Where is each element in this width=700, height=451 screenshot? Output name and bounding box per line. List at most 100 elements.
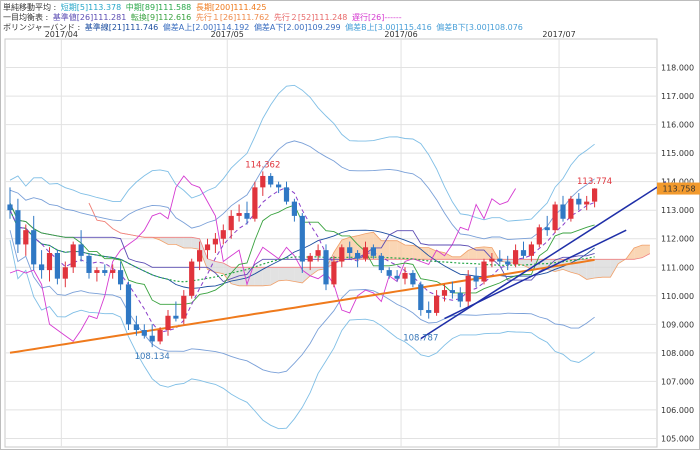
candle (592, 188, 598, 208)
x-month-label: 2017/07 (542, 30, 575, 39)
candle-body (46, 252, 53, 271)
candle-body (118, 270, 124, 285)
cloud-segment (563, 259, 571, 273)
candle (141, 324, 147, 339)
candle-body (276, 184, 282, 188)
legend-bb-b-down: 偏差B下[3.00]108.076 (436, 23, 523, 32)
y-tick-label: 109.000 (661, 320, 694, 329)
candle (181, 290, 187, 325)
candle (268, 173, 274, 188)
candle (94, 267, 100, 282)
cloud-segment (452, 256, 461, 260)
chikou-line (9, 175, 516, 343)
bollinger-band-2 (9, 230, 595, 374)
candle-body (386, 270, 392, 276)
candle-body (473, 275, 479, 282)
candle-body (481, 261, 487, 282)
price-annotation: 108.787 (403, 333, 438, 343)
candle (102, 264, 108, 276)
cloud-segment (160, 237, 168, 245)
legend-ichimoku-tenkan: 転換[9]112.616 (130, 13, 192, 22)
ma-short-line (9, 186, 595, 333)
x-month-label: 2017/04 (45, 30, 78, 39)
candle (173, 301, 179, 322)
candle (410, 270, 416, 288)
candle-body (449, 290, 455, 293)
candle (149, 324, 155, 348)
candle (394, 270, 400, 282)
candle (62, 261, 68, 288)
legend-ichimoku: 一目均衡表 : 基準値[26]111.281 転換[9]112.616 先行１[… (3, 13, 404, 23)
candle-body (355, 252, 361, 259)
candle-body (520, 250, 527, 256)
candle-body (157, 330, 163, 342)
candle (505, 255, 511, 271)
legend-bollinger: ボリンジャーバンド : 基準線[21]111.746 偏差A上[2.00]114… (3, 23, 525, 33)
candle (457, 287, 463, 308)
candle (355, 250, 361, 268)
plot-frame (4, 38, 658, 448)
candle-body (299, 215, 305, 262)
candle-body (7, 204, 13, 211)
candle (165, 310, 171, 336)
cloud-segment (523, 259, 532, 269)
y-tick-label: 107.000 (661, 377, 694, 386)
cloud-segment (468, 247, 477, 260)
cloud-segment (215, 261, 224, 274)
candle (576, 193, 582, 211)
candle-body (149, 335, 155, 342)
candle-body (528, 244, 534, 256)
cloud-segment (294, 267, 303, 283)
indicator-lines (9, 84, 651, 430)
y-tick-label: 112.000 (661, 235, 694, 244)
y-tick-label: 117.000 (661, 92, 694, 101)
candlesticks (7, 171, 598, 348)
legend-bb-a-up: 偏差A上[2.00]114.192 (162, 23, 250, 32)
cloud-segment (397, 240, 405, 260)
y-tick-label: 106.000 (661, 406, 694, 415)
candle (220, 224, 226, 245)
y-tick-label: 118.000 (661, 64, 694, 73)
candle-body (291, 201, 297, 216)
candle-body (426, 310, 432, 313)
cloud-segment (444, 252, 453, 260)
trendline (444, 229, 627, 320)
candle (212, 233, 218, 253)
legend-ichimoku-kijun: 基準値[26]111.281 (52, 13, 127, 22)
candle-body (497, 258, 503, 262)
candle (252, 181, 258, 222)
candle-body (70, 244, 76, 268)
candle (378, 252, 384, 273)
cloud-segment (239, 267, 247, 286)
candle-body (402, 272, 408, 279)
cloud-segment (436, 251, 445, 260)
candle-body (513, 250, 519, 265)
legend-title-ichimoku: 一目均衡表 : (3, 13, 49, 22)
legend-ichimoku-chikou: 遅行[26]------ (351, 13, 402, 22)
candle (560, 195, 566, 222)
y-tick-label: 114.000 (661, 178, 694, 187)
candle-body (125, 284, 132, 325)
legend-ichimoku-senko1: 先行１[26]111.762 (195, 13, 270, 22)
legend-bb-a-down: 偏差A下[2.00]109.299 (253, 23, 341, 32)
cloud-segment (405, 244, 413, 260)
candle (260, 171, 266, 196)
candle-body (331, 261, 337, 285)
candle (78, 230, 84, 262)
candle-body (94, 270, 100, 273)
candle-body (410, 272, 416, 285)
candle-body (418, 284, 424, 311)
candle-body (244, 213, 250, 219)
cloud-segment (254, 267, 263, 286)
cloud-segment (262, 267, 271, 286)
cloud-segment (389, 240, 398, 260)
candle-body (181, 295, 187, 319)
candle (441, 284, 448, 302)
legend-ma-mid: 中期[89]111.588 (125, 3, 192, 12)
bollinger-band-1 (9, 140, 595, 241)
chart-grid (4, 38, 658, 448)
y-tick-label: 105.000 (661, 434, 694, 443)
candle-body (552, 204, 558, 231)
candle-body (307, 255, 313, 262)
